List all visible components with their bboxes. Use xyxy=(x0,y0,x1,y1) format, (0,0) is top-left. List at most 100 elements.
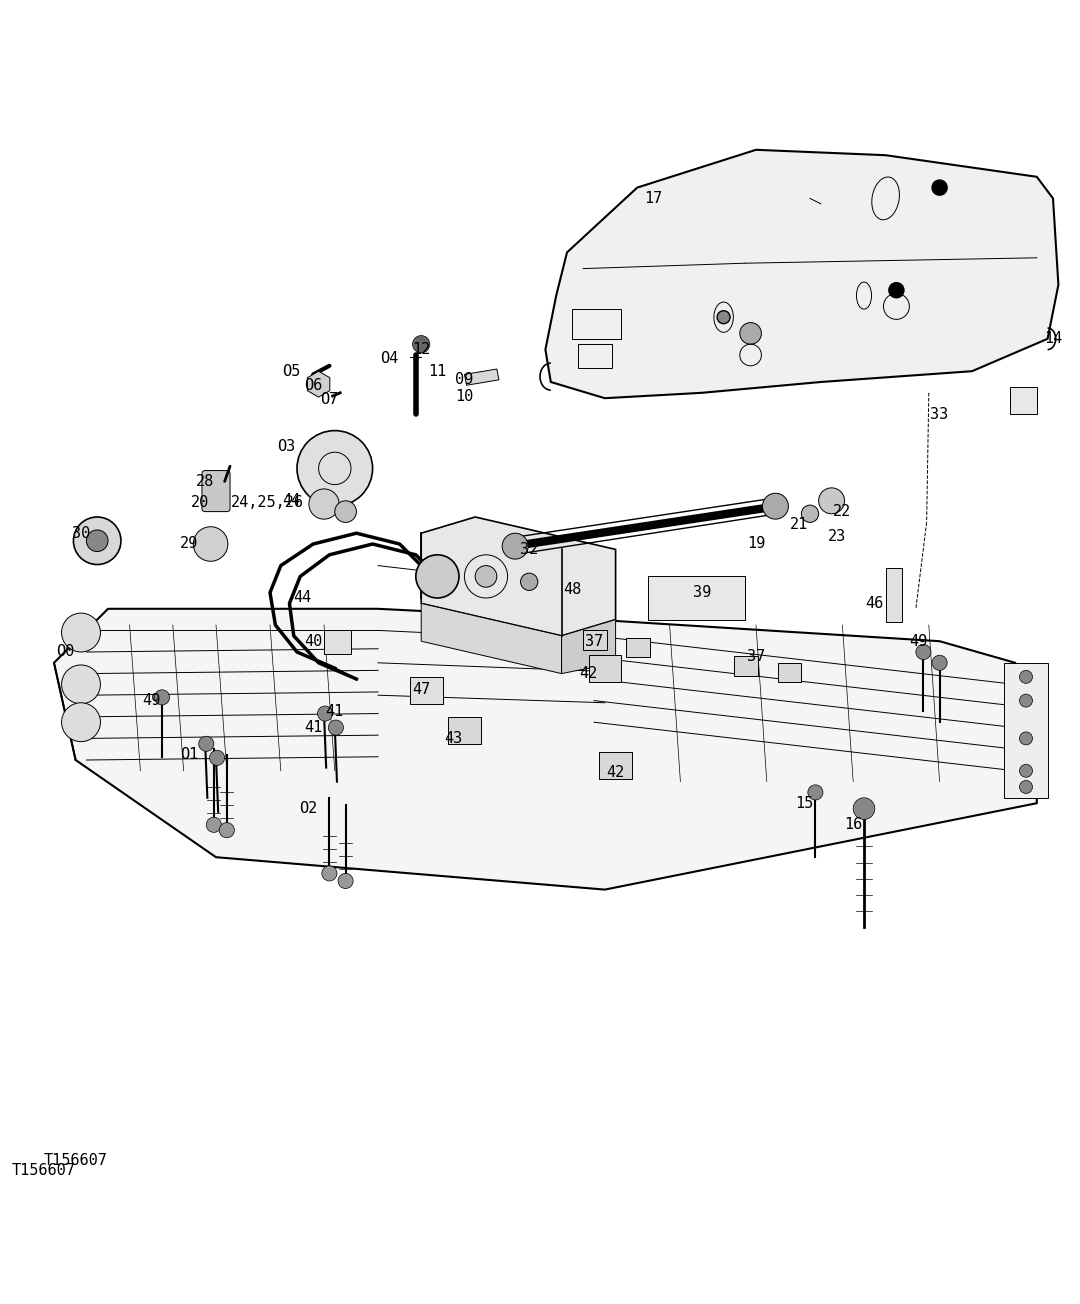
FancyBboxPatch shape xyxy=(448,717,481,743)
Text: T156607: T156607 xyxy=(11,1163,76,1178)
Circle shape xyxy=(416,554,459,599)
Text: 40: 40 xyxy=(305,634,322,648)
Text: 49: 49 xyxy=(143,694,160,708)
Circle shape xyxy=(309,489,339,519)
Circle shape xyxy=(210,750,225,765)
Circle shape xyxy=(853,798,875,819)
Circle shape xyxy=(338,874,353,888)
Text: 46: 46 xyxy=(866,596,883,610)
Circle shape xyxy=(193,527,228,561)
Text: O2: O2 xyxy=(299,801,316,816)
Circle shape xyxy=(413,335,430,353)
Text: 30: 30 xyxy=(72,526,90,541)
Text: 33: 33 xyxy=(931,407,948,422)
Circle shape xyxy=(297,430,373,506)
Circle shape xyxy=(801,505,819,523)
Text: 19: 19 xyxy=(747,536,765,552)
FancyBboxPatch shape xyxy=(202,471,230,511)
Text: 21: 21 xyxy=(791,518,808,532)
Text: O6: O6 xyxy=(305,378,322,393)
Text: 20: 20 xyxy=(191,496,208,510)
Text: O4: O4 xyxy=(380,351,397,365)
Circle shape xyxy=(62,613,100,652)
Circle shape xyxy=(889,283,904,297)
Circle shape xyxy=(717,310,730,323)
Text: 47: 47 xyxy=(413,682,430,698)
Text: T156607: T156607 xyxy=(43,1153,107,1168)
FancyBboxPatch shape xyxy=(410,677,443,704)
Circle shape xyxy=(86,529,108,552)
Circle shape xyxy=(62,703,100,742)
Text: 42: 42 xyxy=(607,765,624,781)
Polygon shape xyxy=(1010,387,1037,415)
Circle shape xyxy=(1020,764,1032,777)
Text: O3: O3 xyxy=(278,439,295,454)
Text: 14: 14 xyxy=(1044,331,1062,347)
Text: 24,25,26: 24,25,26 xyxy=(231,496,305,510)
Text: 15: 15 xyxy=(796,795,813,811)
FancyBboxPatch shape xyxy=(778,662,801,682)
Circle shape xyxy=(932,180,947,196)
Circle shape xyxy=(62,665,100,704)
Text: 12: 12 xyxy=(413,342,430,357)
Text: 42: 42 xyxy=(580,666,597,681)
Text: 44: 44 xyxy=(294,591,311,605)
Text: O5: O5 xyxy=(283,364,300,378)
Circle shape xyxy=(322,866,337,882)
Circle shape xyxy=(932,655,947,670)
Circle shape xyxy=(219,823,234,837)
Text: 22: 22 xyxy=(834,505,851,519)
Text: 23: 23 xyxy=(828,529,846,544)
Text: 48: 48 xyxy=(564,582,581,597)
Circle shape xyxy=(502,533,528,559)
Text: 16: 16 xyxy=(845,818,862,832)
Polygon shape xyxy=(421,516,616,636)
Circle shape xyxy=(1020,694,1032,707)
Polygon shape xyxy=(54,609,1037,889)
Text: 39: 39 xyxy=(693,585,711,600)
Text: 41: 41 xyxy=(305,720,322,735)
Circle shape xyxy=(73,516,121,565)
Text: 32: 32 xyxy=(521,542,538,557)
Text: 49: 49 xyxy=(909,634,927,648)
Circle shape xyxy=(475,566,497,587)
Text: 44: 44 xyxy=(283,493,300,509)
Circle shape xyxy=(199,737,214,751)
Text: 43: 43 xyxy=(445,732,462,746)
FancyBboxPatch shape xyxy=(734,656,758,675)
Circle shape xyxy=(819,488,845,514)
Text: 28: 28 xyxy=(197,473,214,489)
Text: 17: 17 xyxy=(645,190,662,206)
Circle shape xyxy=(808,785,823,799)
Polygon shape xyxy=(464,369,499,385)
Polygon shape xyxy=(1004,662,1048,798)
FancyBboxPatch shape xyxy=(599,752,632,780)
Circle shape xyxy=(154,690,170,705)
FancyBboxPatch shape xyxy=(626,638,650,657)
Circle shape xyxy=(916,644,931,660)
FancyBboxPatch shape xyxy=(589,655,621,682)
Text: 37: 37 xyxy=(747,649,765,664)
Text: 10: 10 xyxy=(456,389,473,403)
Circle shape xyxy=(318,705,333,721)
FancyBboxPatch shape xyxy=(648,576,745,619)
Text: O1: O1 xyxy=(180,747,198,762)
Circle shape xyxy=(740,322,761,344)
Circle shape xyxy=(206,818,221,832)
FancyBboxPatch shape xyxy=(886,567,902,622)
Circle shape xyxy=(521,574,538,591)
Text: 41: 41 xyxy=(326,704,343,719)
Text: 37: 37 xyxy=(585,634,603,648)
Circle shape xyxy=(328,720,343,735)
Circle shape xyxy=(1020,781,1032,793)
FancyBboxPatch shape xyxy=(583,630,607,649)
Circle shape xyxy=(1020,670,1032,683)
Text: 29: 29 xyxy=(180,536,198,552)
Circle shape xyxy=(335,501,356,523)
Polygon shape xyxy=(562,619,616,674)
FancyBboxPatch shape xyxy=(324,630,351,655)
Text: 09: 09 xyxy=(456,373,473,387)
Polygon shape xyxy=(545,150,1058,398)
Text: O7: O7 xyxy=(321,391,338,407)
Circle shape xyxy=(1020,732,1032,745)
